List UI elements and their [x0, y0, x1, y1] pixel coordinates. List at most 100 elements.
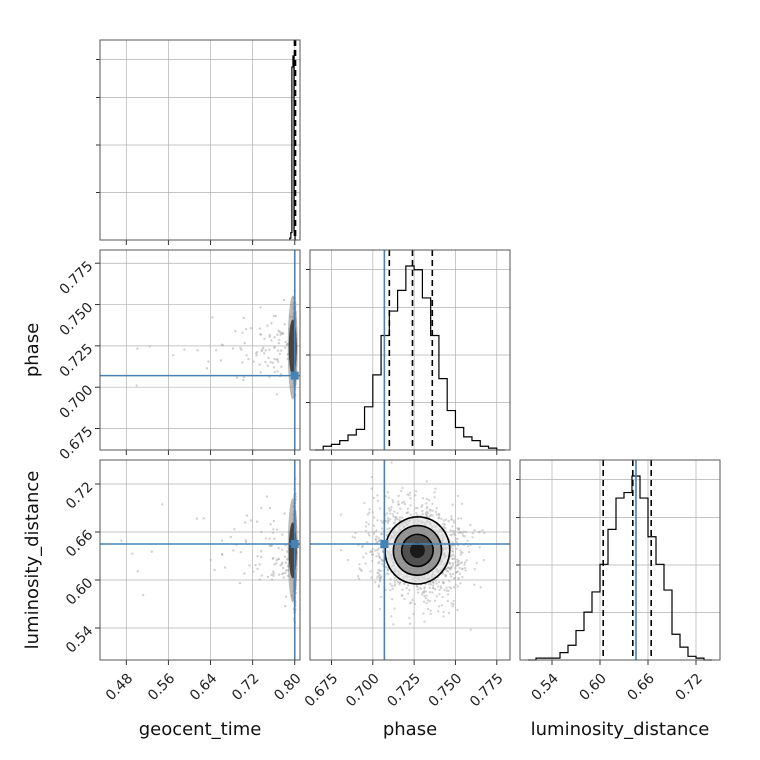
- scatter-phase-vs-luminosity_distance-point: [451, 605, 454, 608]
- scatter-geocent_time-vs-luminosity_distance-point: [248, 564, 251, 567]
- scatter-geocent_time-vs-luminosity_distance-point: [277, 546, 280, 550]
- scatter-phase-vs-luminosity_distance-point: [398, 516, 402, 519]
- scatter-geocent_time-vs-phase-point: [263, 352, 266, 355]
- scatter-phase-vs-luminosity_distance-point: [358, 563, 361, 566]
- scatter-phase-vs-luminosity_distance-point: [422, 600, 426, 603]
- x-label-phase: phase: [383, 719, 437, 740]
- scatter-geocent_time-vs-phase-point: [264, 349, 267, 352]
- scatter-geocent_time-vs-luminosity_distance-point: [272, 574, 275, 577]
- scatter-phase-vs-luminosity_distance-point: [393, 518, 397, 522]
- scatter-phase-vs-luminosity_distance-point: [469, 523, 472, 527]
- scatter-phase-vs-luminosity_distance-point: [434, 579, 437, 583]
- scatter-geocent_time-vs-luminosity_distance-point: [209, 558, 213, 562]
- scatter-phase-vs-luminosity_distance-point: [463, 535, 466, 538]
- scatter-geocent_time-vs-luminosity_distance-point: [284, 569, 288, 572]
- scatter-phase-vs-luminosity_distance-point: [409, 504, 412, 507]
- scatter-phase-vs-luminosity_distance-point: [409, 497, 412, 500]
- scatter-geocent_time-vs-phase-point: [214, 349, 218, 352]
- scatter-phase-vs-luminosity_distance-point: [451, 562, 455, 565]
- scatter-phase-vs-luminosity_distance-point: [443, 573, 447, 577]
- scatter-phase-vs-luminosity_distance-point: [459, 553, 462, 556]
- scatter-geocent_time-vs-phase-point: [252, 360, 255, 363]
- scatter-phase-vs-luminosity_distance-point: [441, 595, 444, 599]
- scatter-phase-vs-luminosity_distance-point: [371, 559, 374, 563]
- scatter-phase-vs-luminosity_distance-point: [375, 555, 378, 558]
- scatter-phase-vs-luminosity_distance-point: [429, 583, 433, 586]
- scatter-phase-vs-luminosity_distance-point: [386, 491, 389, 494]
- scatter-phase-vs-luminosity_distance-point: [368, 511, 371, 514]
- scatter-phase-vs-luminosity_distance-point: [361, 544, 364, 548]
- scatter-phase-vs-luminosity_distance-point: [415, 585, 419, 588]
- scatter-geocent_time-vs-luminosity_distance-point: [150, 550, 153, 553]
- scatter-phase-vs-luminosity_distance-point: [450, 575, 453, 578]
- scatter-phase-vs-luminosity_distance-point: [406, 584, 410, 587]
- scatter-phase-vs-luminosity_distance-point: [433, 496, 436, 499]
- scatter-geocent_time-vs-luminosity_distance-point: [243, 572, 246, 575]
- scatter-phase-vs-luminosity_distance-point: [386, 527, 389, 531]
- scatter-phase-vs-luminosity_distance-point: [448, 566, 451, 570]
- scatter-phase-vs-luminosity_distance-point: [454, 571, 458, 574]
- scatter-phase-vs-luminosity_distance-point: [456, 608, 459, 612]
- scatter-phase-vs-luminosity_distance-xtick-label-1: 0.700: [343, 671, 383, 711]
- scatter-phase-vs-luminosity_distance-point: [428, 599, 432, 603]
- scatter-phase-vs-luminosity_distance-point: [375, 541, 378, 544]
- scatter-geocent_time-vs-luminosity_distance-point: [272, 519, 276, 523]
- scatter-phase-vs-luminosity_distance-point: [448, 579, 451, 583]
- scatter-phase-vs-luminosity_distance-point: [386, 512, 389, 515]
- scatter-geocent_time-vs-phase-ytick-label-2: 0.725: [57, 341, 97, 381]
- scatter-geocent_time-vs-luminosity_distance-point: [243, 521, 247, 524]
- scatter-phase-vs-luminosity_distance-point: [405, 586, 408, 590]
- scatter-geocent_time-vs-phase-ytick-label-4: 0.775: [57, 258, 97, 298]
- scatter-phase-vs-luminosity_distance-point: [451, 541, 454, 544]
- scatter-phase-vs-luminosity_distance-point: [443, 588, 446, 592]
- scatter-geocent_time-vs-luminosity_distance-point: [275, 528, 279, 531]
- scatter-phase-vs-luminosity_distance-point: [375, 529, 378, 532]
- scatter-phase-vs-luminosity_distance-point: [454, 561, 457, 564]
- scatter-phase-vs-luminosity_distance-point: [375, 576, 379, 579]
- scatter-geocent_time-vs-luminosity_distance-point: [272, 570, 275, 573]
- scatter-geocent_time-vs-phase-point: [276, 349, 280, 352]
- scatter-phase-vs-luminosity_distance-point: [456, 494, 460, 498]
- scatter-phase-vs-luminosity_distance-point: [461, 567, 464, 571]
- scatter-phase-vs-luminosity_distance-point: [420, 593, 424, 596]
- scatter-geocent_time-vs-luminosity_distance-point: [161, 503, 164, 506]
- scatter-phase-vs-luminosity_distance-point: [370, 487, 373, 490]
- scatter-geocent_time-vs-luminosity_distance-point: [238, 581, 242, 585]
- scatter-phase-vs-luminosity_distance-point: [435, 582, 438, 585]
- y-label-luminosity-distance: luminosity_distance: [22, 471, 43, 650]
- scatter-phase-vs-luminosity_distance-point: [412, 612, 415, 616]
- scatter-phase-vs-luminosity_distance-point: [354, 531, 357, 535]
- scatter-geocent_time-vs-phase-point: [262, 346, 265, 349]
- scatter-phase-vs-luminosity_distance-point: [426, 512, 429, 515]
- scatter-phase-vs-luminosity_distance-point: [380, 575, 383, 578]
- scatter-phase-vs-luminosity_distance-point: [456, 560, 460, 564]
- scatter-geocent_time-vs-phase-point: [283, 323, 286, 326]
- scatter-geocent_time-vs-luminosity_distance-halo: [287, 498, 298, 603]
- scatter-phase-vs-luminosity_distance-point: [376, 494, 379, 497]
- scatter-phase-vs-luminosity_distance-point: [466, 539, 469, 543]
- scatter-phase-vs-luminosity_distance-point: [351, 535, 354, 538]
- scatter-phase-vs-luminosity_distance-point: [389, 512, 392, 515]
- scatter-phase-vs-luminosity_distance-point: [415, 512, 418, 515]
- scatter-phase-vs-luminosity_distance-point: [482, 558, 485, 562]
- scatter-geocent_time-vs-phase-point: [172, 354, 175, 357]
- scatter-phase-vs-luminosity_distance-point: [426, 607, 430, 611]
- scatter-geocent_time-vs-luminosity_distance-point: [284, 561, 288, 564]
- scatter-phase-vs-luminosity_distance-point: [391, 587, 395, 590]
- scatter-phase-vs-luminosity_distance-point: [431, 591, 434, 594]
- scatter-geocent_time-vs-phase-point: [269, 360, 272, 364]
- hist-phase-step: [314, 265, 506, 451]
- hist-luminosity_distance-xtick-label-2: 0.66: [625, 671, 658, 704]
- scatter-phase-vs-luminosity_distance-point: [457, 528, 460, 532]
- scatter-phase-vs-luminosity_distance-point: [449, 587, 453, 590]
- scatter-phase-vs-luminosity_distance-point: [429, 612, 432, 616]
- scatter-geocent_time-vs-luminosity_distance-point: [213, 568, 216, 572]
- scatter-phase-vs-luminosity_distance-point: [376, 499, 380, 503]
- scatter-geocent_time-vs-phase-point: [259, 371, 262, 374]
- scatter-geocent_time-vs-luminosity_distance-point: [285, 550, 289, 553]
- scatter-geocent_time-vs-phase-point: [255, 354, 258, 357]
- scatter-phase-vs-luminosity_distance-point: [405, 511, 408, 515]
- scatter-phase-vs-luminosity_distance-point: [433, 491, 436, 494]
- scatter-phase-vs-luminosity_distance-point: [373, 530, 376, 534]
- scatter-phase-vs-luminosity_distance-point: [378, 578, 382, 582]
